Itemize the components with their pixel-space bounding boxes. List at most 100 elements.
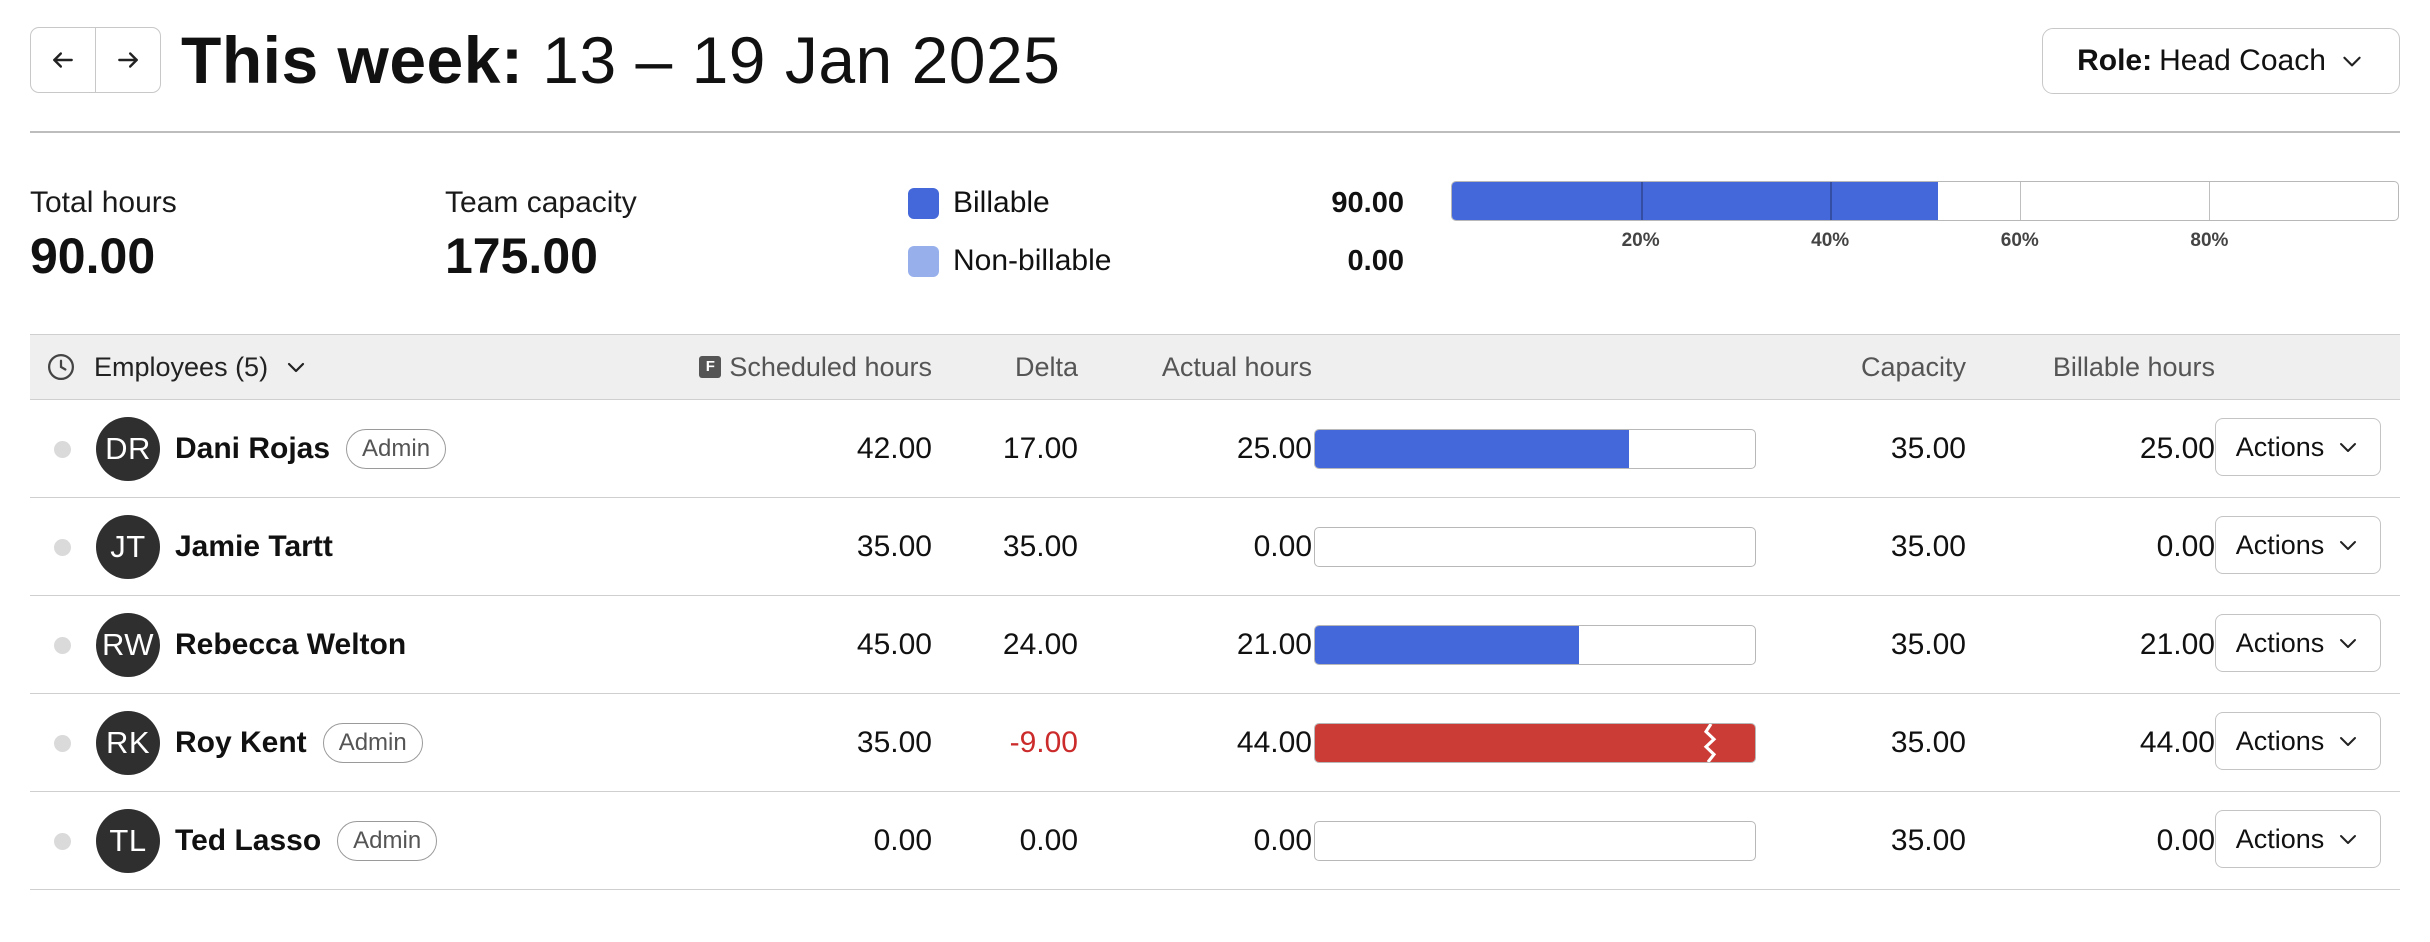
capacity-progress-fill [1315, 724, 1755, 762]
capacity-progress-bar [1314, 821, 1756, 861]
table-row: JT Jamie Tartt 35.00 35.00 0.00 35.00 0.… [30, 498, 2400, 596]
employee-name-text: Ted Lasso [175, 824, 322, 857]
scheduled-hours-cell: 35.00 [856, 726, 932, 759]
team-capacity-bar-fill [1452, 182, 1939, 220]
capacity-bar-tick-label: 60% [2000, 230, 2039, 251]
scheduled-hours-header[interactable]: F Scheduled hours [590, 335, 932, 399]
avatar: DR [96, 417, 160, 481]
capacity-bar-tick-label: 20% [1621, 230, 1660, 251]
capacity-bar-tick-label: 40% [1811, 230, 1850, 251]
actual-hours-header[interactable]: Actual hours [1161, 351, 1312, 382]
scheduled-hours-cell: 45.00 [856, 628, 932, 661]
avatar: RW [96, 613, 160, 677]
actions-label: Actions [2235, 627, 2325, 658]
f-badge-icon: F [699, 356, 722, 378]
prev-week-button[interactable] [31, 28, 95, 92]
capacity-cell: 35.00 [1890, 824, 1966, 857]
billable-hours-cell: 44.00 [2139, 726, 2215, 759]
billable-hours-header[interactable]: Billable hours [2052, 351, 2215, 382]
billable-legend-value: 90.00 [1331, 187, 1404, 219]
actions-dropdown[interactable]: Actions [2215, 614, 2381, 672]
role-value: Head Coach [2159, 44, 2326, 77]
capacity-cell: 35.00 [1890, 628, 1966, 661]
employees-filter-toggle[interactable]: Employees (5) [46, 335, 308, 399]
nonbillable-legend-value: 0.00 [1347, 245, 1404, 277]
admin-badge: Admin [322, 723, 423, 763]
actual-hours-cell: 25.00 [1236, 432, 1312, 465]
employee-name[interactable]: Rebecca Welton [175, 596, 406, 694]
capacity-bar-tick [2208, 182, 2211, 220]
capacity-cell: 35.00 [1890, 726, 1966, 759]
scheduled-hours-cell: 0.00 [873, 824, 932, 857]
team-capacity-value: 175.00 [445, 228, 598, 284]
scheduled-hours-cell: 42.00 [856, 432, 932, 465]
status-dot [54, 735, 71, 752]
chevron-down-icon [287, 362, 305, 373]
employee-name[interactable]: Dani Rojas Admin [175, 400, 447, 498]
actions-dropdown[interactable]: Actions [2215, 712, 2381, 770]
actual-hours-cell: 0.00 [1253, 824, 1312, 857]
nonbillable-legend-swatch [908, 246, 939, 277]
admin-badge: Admin [337, 821, 438, 861]
employee-name[interactable]: Jamie Tartt [175, 498, 333, 596]
billable-hours-cell: 25.00 [2139, 432, 2215, 465]
chevron-down-icon [2343, 56, 2361, 67]
employee-name-text: Jamie Tartt [175, 530, 333, 563]
actual-hours-cell: 21.00 [1236, 628, 1312, 661]
next-week-button[interactable] [95, 28, 160, 92]
role-key: Role: [2077, 44, 2153, 77]
page-header: This week: 13 – 19 Jan 2025 Role: Head C… [30, 25, 2400, 97]
delta-cell: 24.00 [1002, 628, 1078, 661]
header-divider [30, 131, 2400, 133]
capacity-bar-tick [1830, 182, 1832, 220]
capacity-bar-tick [1641, 182, 1643, 220]
employee-name-text: Dani Rojas [175, 432, 331, 465]
billable-hours-cell: 0.00 [2156, 824, 2215, 857]
billable-hours-cell: 21.00 [2139, 628, 2215, 661]
status-dot [54, 441, 71, 458]
employee-name-text: Rebecca Welton [175, 628, 407, 661]
capacity-bar-tick-label: 80% [2190, 230, 2229, 251]
capacity-header[interactable]: Capacity [1860, 351, 1966, 382]
chevron-down-icon [2340, 541, 2357, 550]
overflow-break-icon [1703, 724, 1717, 762]
employee-name[interactable]: Roy Kent Admin [175, 694, 423, 792]
capacity-progress-bar [1314, 527, 1756, 567]
actions-label: Actions [2235, 431, 2325, 462]
delta-cell: 17.00 [1002, 432, 1078, 465]
arrow-left-icon [53, 52, 73, 68]
actions-label: Actions [2235, 725, 2325, 756]
total-hours-label: Total hours [30, 186, 177, 219]
capacity-progress-fill [1315, 430, 1630, 468]
employee-name[interactable]: Ted Lasso Admin [175, 792, 438, 890]
avatar: TL [96, 809, 160, 873]
avatar: RK [96, 711, 160, 775]
chevron-down-icon [2340, 443, 2357, 452]
title-label: This week: [181, 23, 524, 97]
avatar: JT [96, 515, 160, 579]
status-dot [54, 833, 71, 850]
actions-dropdown[interactable]: Actions [2215, 516, 2381, 574]
nonbillable-legend-label: Non-billable [953, 244, 1112, 277]
clock-icon [48, 354, 74, 380]
chevron-down-icon [2340, 639, 2357, 648]
billable-hours-cell: 0.00 [2156, 530, 2215, 563]
role-dropdown[interactable]: Role: Head Coach [2042, 28, 2400, 94]
page-title: This week: 13 – 19 Jan 2025 [181, 25, 1060, 95]
actual-hours-cell: 0.00 [1253, 530, 1312, 563]
capacity-cell: 35.00 [1890, 432, 1966, 465]
capacity-progress-bar [1314, 723, 1756, 763]
admin-badge: Admin [346, 429, 447, 469]
actual-hours-cell: 44.00 [1236, 726, 1312, 759]
capacity-progress-fill [1315, 626, 1579, 664]
scheduled-hours-cell: 35.00 [856, 530, 932, 563]
actions-dropdown[interactable]: Actions [2215, 810, 2381, 868]
status-dot [54, 637, 71, 654]
actions-dropdown[interactable]: Actions [2215, 418, 2381, 476]
delta-header[interactable]: Delta [1014, 351, 1078, 382]
actions-label: Actions [2235, 823, 2325, 854]
employee-name-text: Roy Kent [175, 726, 307, 759]
team-capacity-label: Team capacity [445, 186, 637, 219]
actions-label: Actions [2235, 529, 2325, 560]
delta-cell: -9.00 [1009, 726, 1078, 759]
